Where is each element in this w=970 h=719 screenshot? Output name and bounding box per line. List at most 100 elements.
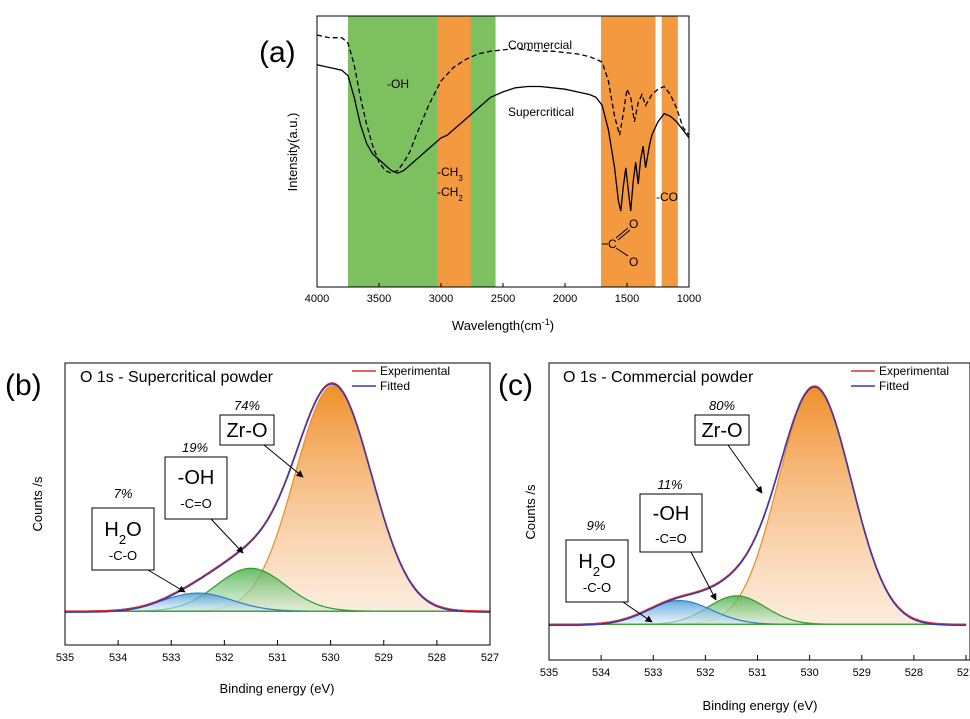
xps-supercritical-panel: (b) 535 534 533 532 531 530 529 528 527 O 1s - S…: [5, 362, 499, 696]
x-tick-label: 4000: [305, 293, 329, 305]
carboxylate-bond-lower: [615, 247, 629, 257]
annotation-co: -CO: [656, 190, 678, 204]
annotation-ch2-sub: 2: [458, 194, 463, 203]
xps-c-y-label: Counts /s: [523, 484, 538, 539]
fitted-curve: [65, 383, 490, 613]
x-tick-label: 534: [109, 652, 127, 664]
zro-arrow: [263, 444, 304, 478]
series-label-commercial: Commercial: [508, 38, 572, 52]
oh-sublabel: -C=O: [655, 531, 686, 546]
x-tick-label: 530: [800, 667, 818, 679]
absorption-band-0: [348, 16, 496, 287]
x-tick-label: 528: [905, 667, 923, 679]
annotation-ch3: -CH3: [437, 165, 463, 183]
xps-b-title: O 1s - Supercritical powder: [80, 369, 274, 386]
h2o-label-sub: 2: [593, 564, 600, 579]
h2o-label: H2O: [104, 519, 141, 547]
fitted-curve: [549, 386, 966, 627]
carboxylate-o2: O: [629, 255, 638, 269]
annotation-oh: -OH: [387, 77, 409, 91]
zro-label-box: [219, 414, 275, 446]
xps-b-x-label: Binding energy (eV): [220, 681, 335, 696]
ftir-x-label-text: Wavelength(cm: [452, 318, 542, 333]
oh-label: -OH: [653, 503, 690, 525]
series-line-commercial: [316, 34, 690, 174]
x-tick-label: 2000: [553, 293, 577, 305]
x-tick-label: 533: [162, 652, 180, 664]
x-tick-label: 3000: [429, 293, 453, 305]
x-tick-label: 531: [748, 667, 766, 679]
carboxylate-o1: O: [629, 217, 638, 231]
x-tick-label: 535: [56, 652, 74, 664]
x-tick-label: 533: [644, 667, 662, 679]
xps-c-plot-frame: [548, 362, 970, 661]
xps-b-y-label: Counts /s: [30, 476, 45, 531]
absorption-band-1: [437, 16, 471, 287]
x-tick-label: 528: [428, 652, 446, 664]
oh-percent: 19%: [182, 440, 208, 455]
oh-arrow: [690, 551, 717, 601]
annotation-ch3-sub: 3: [458, 174, 463, 183]
x-tick-label: 1500: [615, 293, 639, 305]
carboxylate-bond-upper-double: [617, 229, 631, 241]
x-tick-label: 529: [853, 667, 871, 679]
h2o-label-box: [565, 539, 629, 603]
carboxylate-c: C: [608, 237, 617, 251]
legend-experimental-label: Experimental: [380, 364, 450, 378]
ftir-x-label-sup: -1: [542, 317, 550, 327]
annotation-ch3-text: -CH: [437, 165, 458, 179]
x-tick-label: 527: [481, 652, 499, 664]
x-tick-label: 530: [321, 652, 339, 664]
h2o-sublabel: -C-O: [583, 580, 611, 595]
h2o-label: H2O: [578, 551, 615, 579]
h2o-percent: 7%: [114, 486, 133, 501]
series-line-supercritical: [316, 64, 690, 212]
panel-c-label: (c): [498, 369, 533, 402]
oh-label-box: [164, 456, 228, 520]
xps-b-legend: Experimental Fitted: [352, 364, 450, 393]
zro-percent: 80%: [709, 398, 735, 413]
legend-fitted-label: Fitted: [380, 379, 410, 393]
legend-fitted-label: Fitted: [879, 379, 909, 393]
ftir-x-label: Wavelength(cm-1): [452, 317, 554, 333]
x-tick-label: 2500: [491, 293, 515, 305]
x-tick-label: 1000: [677, 293, 701, 305]
x-tick-label: 3500: [367, 293, 391, 305]
x-tick-label: 532: [696, 667, 714, 679]
h2o-arrow: [622, 601, 653, 623]
x-tick-label: 532: [215, 652, 233, 664]
h2o-label-box: [91, 507, 155, 571]
xps-c-x-label: Binding energy (eV): [703, 698, 818, 713]
carboxylate-bond-upper: [615, 227, 629, 239]
h2o-label-o: O: [126, 519, 142, 541]
panel-a-label: (a): [259, 36, 296, 69]
x-tick-label: 531: [268, 652, 286, 664]
ftir-panel: (a) 4000 3500 3000 2500 2000 1500 1000 Commerc…: [259, 15, 701, 333]
ftir-x-label-end: ): [550, 318, 554, 333]
ftir-y-label: Intensity(a.u.): [285, 113, 300, 192]
xps-c-legend: Experimental Fitted: [851, 364, 949, 393]
zro-label: Zr-O: [226, 420, 267, 442]
oh-label: -OH: [178, 467, 215, 489]
x-tick-label: 534: [592, 667, 610, 679]
zro-label: Zr-O: [701, 420, 742, 442]
oh-sublabel: -C=O: [180, 496, 211, 511]
absorption-band-3: [661, 16, 678, 287]
x-tick-label: 529: [375, 652, 393, 664]
h2o-sublabel: -C-O: [109, 548, 137, 563]
oh-percent: 11%: [657, 477, 682, 492]
carboxylate-symbol: C O O: [602, 217, 638, 269]
oh-label-box: [639, 493, 703, 553]
h2o-label-h: H: [578, 551, 592, 573]
x-tick-label: 535: [540, 667, 558, 679]
absorption-band-2: [600, 16, 656, 287]
annotation-ch2-text: -CH: [437, 185, 458, 199]
panel-b-label: (b): [5, 369, 42, 402]
h2o-label-o: O: [600, 551, 616, 573]
xps-commercial-panel: (c) 535 534 533 532 531 530 529 528 527 O 1s - C…: [498, 362, 970, 713]
h2o-label-h: H: [104, 519, 118, 541]
oh-arrow: [210, 518, 244, 554]
h2o-label-sub: 2: [119, 532, 126, 547]
xps-c-title: O 1s - Commercial powder: [563, 369, 754, 386]
